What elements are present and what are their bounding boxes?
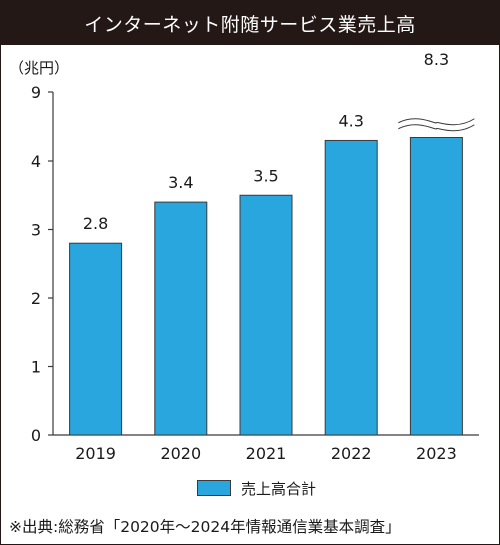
axis-break-line [398, 124, 475, 132]
data-label: 8.3 [424, 50, 449, 69]
data-label: 2.8 [83, 214, 108, 233]
x-tick-label: 2021 [246, 444, 287, 463]
y-tick-label: 4 [31, 152, 41, 171]
bar [409, 137, 463, 436]
x-tick-label: 2023 [416, 444, 457, 463]
bar [69, 242, 123, 436]
x-tick-label: 2019 [75, 444, 116, 463]
source-note: ※出典:総務省「2020年〜2024年情報通信業基本調査」 [9, 518, 401, 536]
bar-chart: （兆円） 0 1 2 3 4 9 2.8 2019 3.4 2020 3.5 2021 4.3 2022 8.… [9, 50, 479, 463]
bar [154, 201, 208, 436]
y-tick-label: 0 [31, 426, 41, 445]
legend-label: 売上高合計 [241, 479, 317, 498]
y-tick-label: 9 [31, 83, 41, 102]
x-tick-label: 2020 [160, 444, 201, 463]
y-tick-label: 1 [31, 358, 41, 377]
axis-break-gap [398, 118, 475, 133]
data-label: 3.5 [253, 166, 278, 185]
bar [324, 139, 378, 436]
chart-title: インターネット附随サービス業売上高 [1, 1, 499, 45]
data-label: 3.4 [168, 173, 193, 192]
x-tick-label: 2022 [331, 444, 372, 463]
bar [239, 194, 293, 436]
y-axis-label: （兆円） [9, 59, 69, 77]
data-label: 4.3 [338, 111, 363, 130]
y-tick-label: 2 [31, 289, 41, 308]
axis-break-line [398, 118, 475, 126]
y-tick-label: 3 [31, 221, 41, 240]
legend-swatch [197, 480, 231, 496]
legend: 売上高合計 [197, 478, 316, 498]
